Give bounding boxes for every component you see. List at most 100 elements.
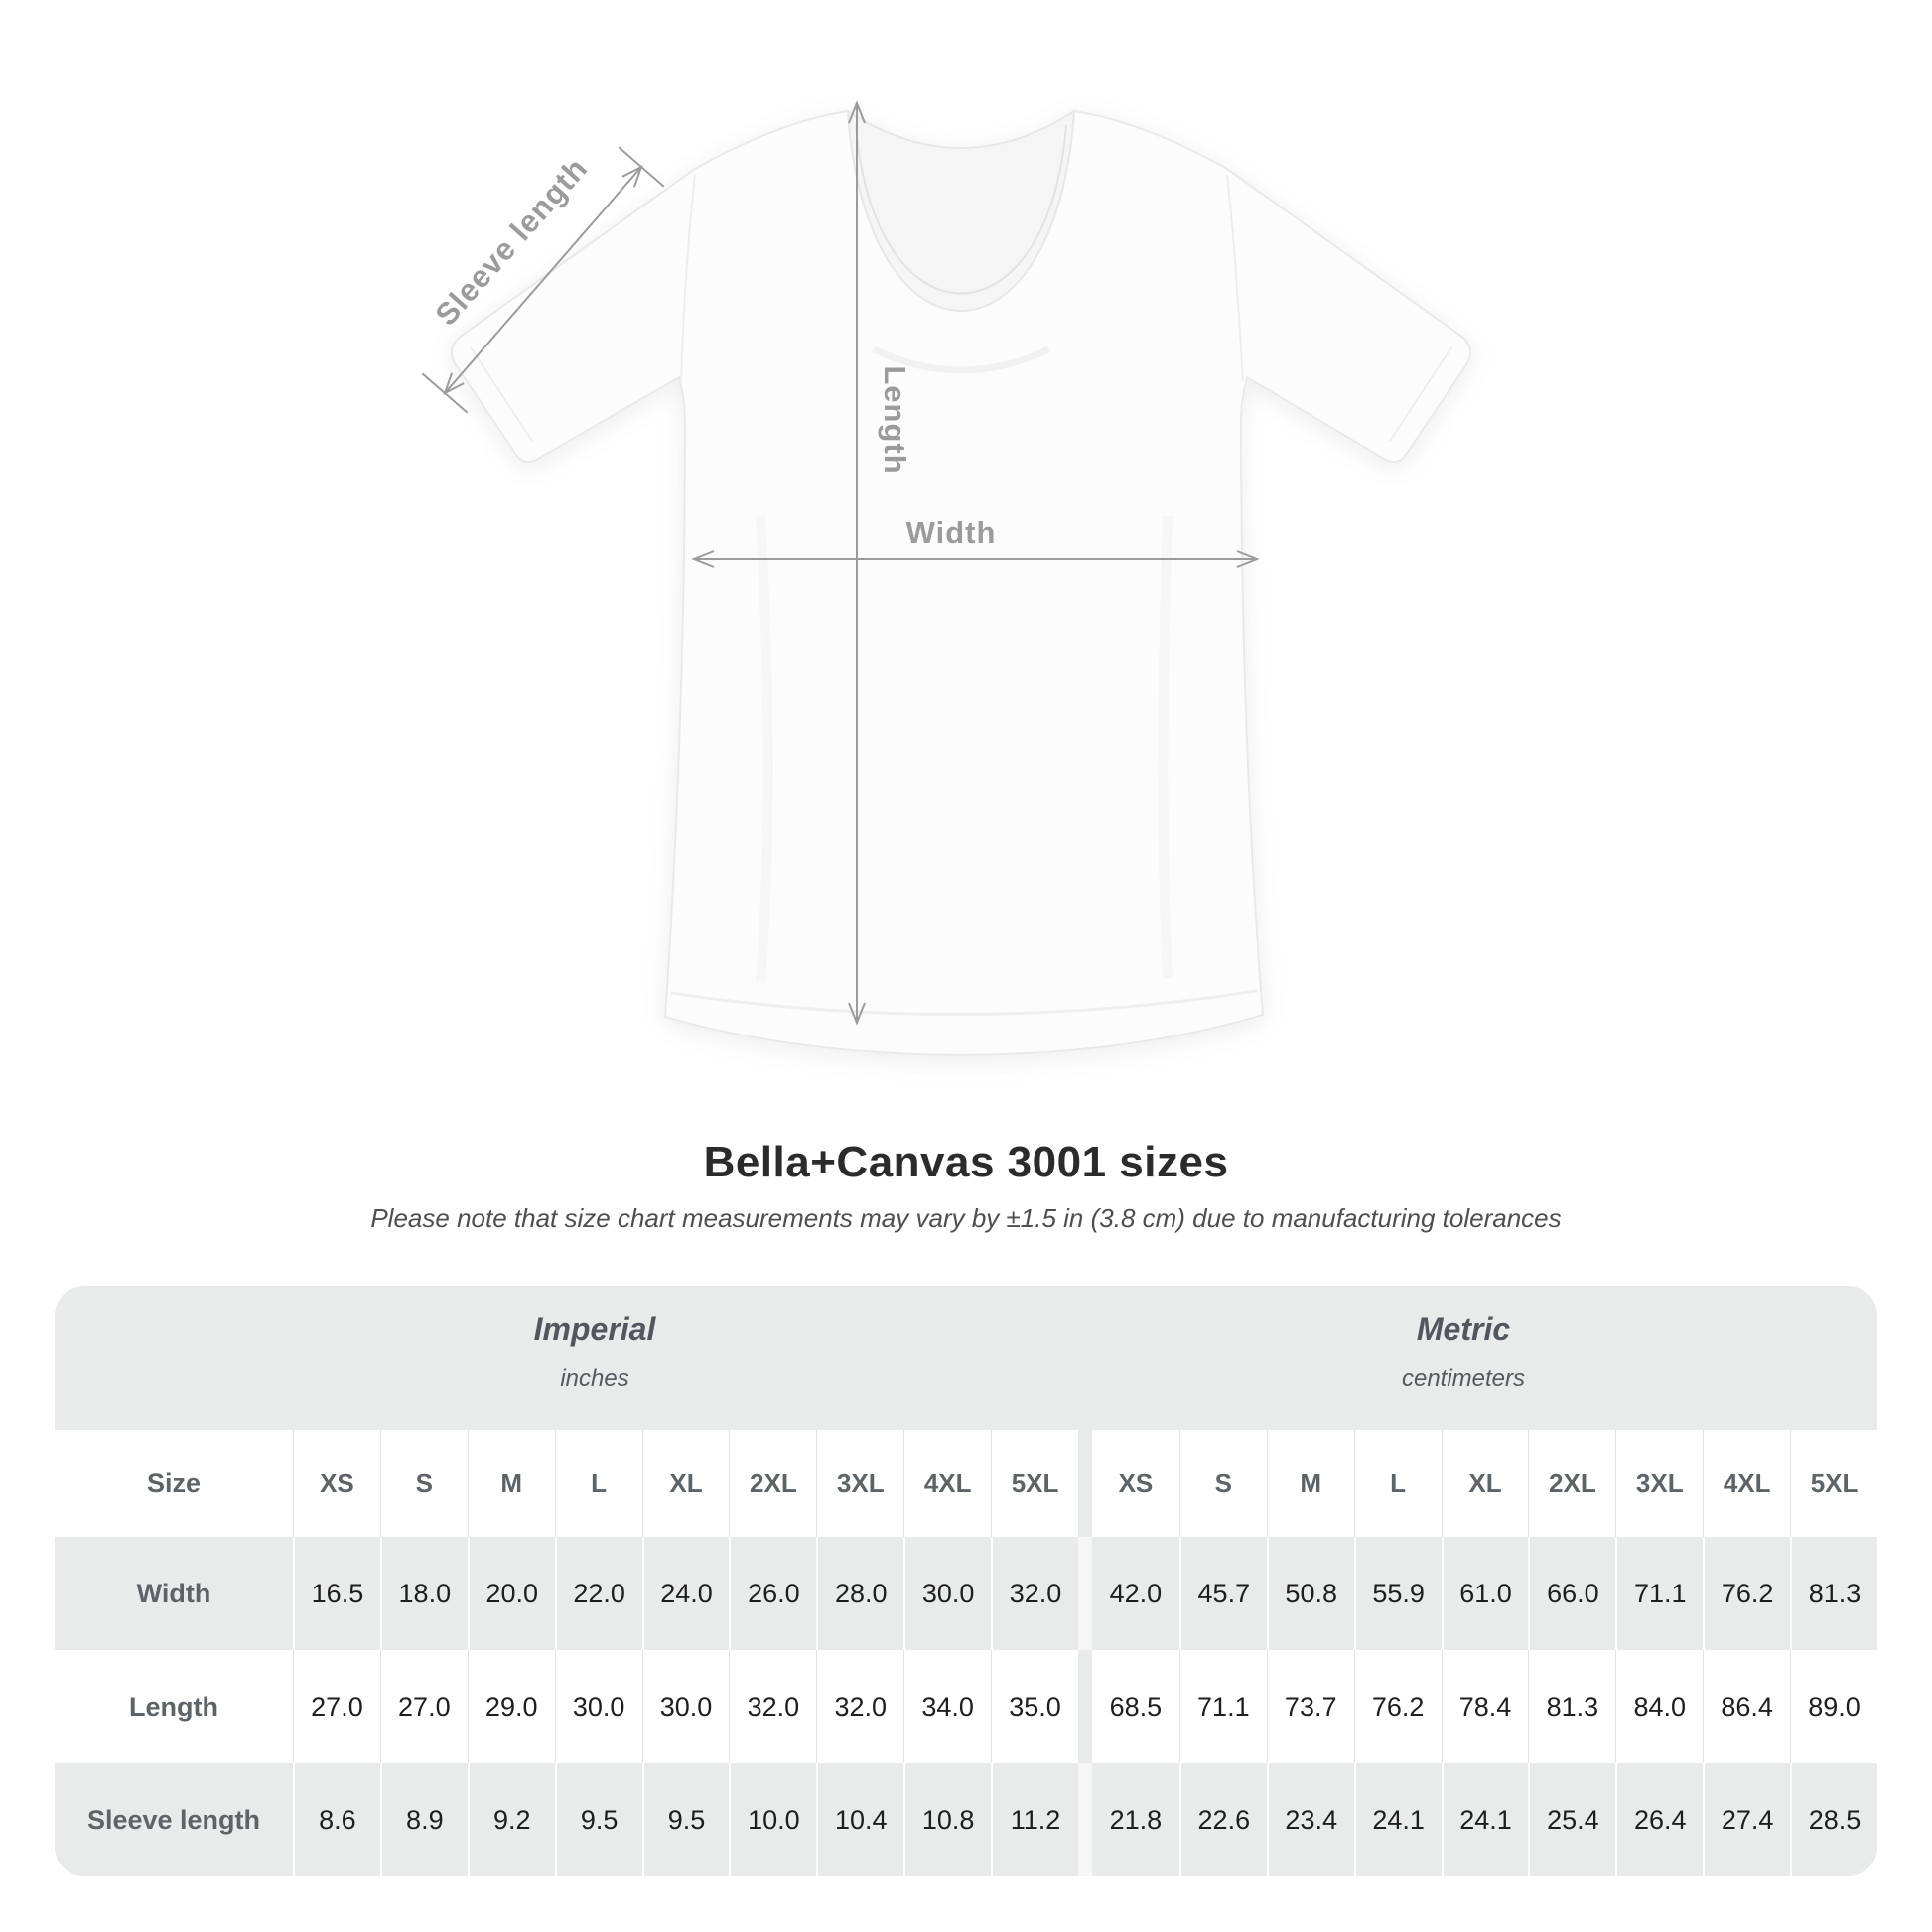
size-column-header: S — [1178, 1430, 1267, 1537]
size-column-header: XL — [1441, 1430, 1529, 1537]
length-dimension-arrow — [848, 100, 866, 1026]
size-column-header: S — [379, 1430, 468, 1537]
width-label: Width — [906, 515, 997, 550]
size-column-header: 2XL — [729, 1430, 816, 1537]
value-cell: 35.0 — [991, 1650, 1078, 1763]
value-cell: 86.4 — [1703, 1650, 1790, 1763]
size-column-header: M — [467, 1430, 555, 1537]
metric-group-unit: centimeters — [1401, 1365, 1526, 1392]
size-column-header: 2XL — [1528, 1430, 1615, 1537]
value-cell: 10.0 — [729, 1763, 816, 1876]
row-label-cell: Length — [129, 1691, 218, 1722]
value-cell: 32.0 — [816, 1650, 903, 1763]
value-cell: 78.4 — [1441, 1650, 1529, 1763]
length-label: Length — [878, 365, 912, 474]
value-cell: 71.1 — [1178, 1650, 1267, 1763]
value-cell: 21.8 — [1109, 1804, 1163, 1835]
value-cell: 66.0 — [1528, 1537, 1615, 1650]
value-cell: 22.6 — [1178, 1763, 1267, 1876]
size-column-header: M — [1266, 1430, 1354, 1537]
size-table-card: Imperial inches Metric centimeters Size X… — [55, 1286, 1877, 1876]
value-cell: 18.0 — [379, 1537, 468, 1650]
size-column-header: L — [1353, 1430, 1442, 1537]
value-cell: 8.6 — [293, 1763, 380, 1876]
value-cell: 73.7 — [1266, 1650, 1354, 1763]
group-gap — [1077, 1763, 1092, 1876]
row-label-cell: Width — [136, 1578, 211, 1608]
value-cell: 26.0 — [729, 1537, 816, 1650]
value-cell: 81.3 — [1790, 1537, 1877, 1650]
value-cell: 20.0 — [467, 1537, 555, 1650]
sleeve-length-dimension-arrow — [421, 146, 665, 414]
imperial-group-unit: inches — [560, 1365, 629, 1392]
size-column-header: 4XL — [1703, 1430, 1790, 1537]
value-cell: 27.4 — [1703, 1763, 1790, 1876]
value-cell: 84.0 — [1615, 1650, 1703, 1763]
size-column-header: 3XL — [1615, 1430, 1703, 1537]
value-cell: 32.0 — [991, 1537, 1078, 1650]
page-subtitle: Please note that size chart measurements… — [370, 1203, 1562, 1233]
table-row-width: Width 16.5 18.0 20.0 22.0 24.0 26.0 28.0 30.0 32.… — [55, 1537, 1877, 1650]
value-cell: 25.4 — [1528, 1763, 1615, 1876]
value-cell: 9.2 — [467, 1763, 555, 1876]
size-column-header: 5XL — [991, 1430, 1078, 1537]
group-gap — [1077, 1537, 1092, 1650]
value-cell: 50.8 — [1266, 1537, 1354, 1650]
value-cell: 16.5 — [293, 1537, 380, 1650]
group-gap — [1077, 1430, 1092, 1537]
value-cell: 89.0 — [1790, 1650, 1877, 1763]
row-label-cell: Sleeve length — [86, 1804, 261, 1835]
value-cell: 10.8 — [903, 1763, 991, 1876]
metric-group-label: Metric — [1416, 1311, 1511, 1347]
value-cell: 55.9 — [1353, 1537, 1442, 1650]
table-body: Width 16.5 18.0 20.0 22.0 24.0 26.0 28.0 30.0 32.… — [55, 1537, 1877, 1876]
size-column-header: L — [554, 1430, 642, 1537]
value-cell: 23.4 — [1266, 1763, 1354, 1876]
width-dimension-arrow — [691, 550, 1260, 568]
size-column-header: XS — [293, 1430, 380, 1537]
value-cell: 28.0 — [816, 1537, 903, 1650]
value-cell: 26.4 — [1615, 1763, 1703, 1876]
value-cell: 30.0 — [554, 1650, 642, 1763]
value-cell: 10.4 — [816, 1763, 903, 1876]
size-header-cell: Size — [146, 1467, 202, 1498]
size-column-header: XL — [641, 1430, 730, 1537]
value-cell: 45.7 — [1178, 1537, 1267, 1650]
size-table: Size XS S M L XL 2XL 3XL 4XL 5XL XS S M L XL 2XL 3XL 4XL 5… — [55, 1430, 1877, 1876]
value-cell: 42.0 — [1109, 1578, 1163, 1608]
value-cell: 27.0 — [293, 1650, 380, 1763]
value-cell: 34.0 — [903, 1650, 991, 1763]
value-cell: 9.5 — [554, 1763, 642, 1876]
value-cell: 76.2 — [1703, 1537, 1790, 1650]
value-cell: 30.0 — [641, 1650, 730, 1763]
value-cell: 24.1 — [1353, 1763, 1442, 1876]
size-column-header: XS — [1118, 1467, 1154, 1498]
value-cell: 28.5 — [1790, 1763, 1877, 1876]
value-cell: 29.0 — [467, 1650, 555, 1763]
imperial-group-label: Imperial — [533, 1311, 656, 1347]
value-cell: 8.9 — [379, 1763, 468, 1876]
value-cell: 61.0 — [1441, 1537, 1529, 1650]
size-column-header: 5XL — [1790, 1430, 1877, 1537]
value-cell: 71.1 — [1615, 1537, 1703, 1650]
value-cell: 68.5 — [1109, 1691, 1163, 1722]
value-cell: 81.3 — [1528, 1650, 1615, 1763]
size-column-header: 4XL — [903, 1430, 991, 1537]
value-cell: 24.1 — [1441, 1763, 1529, 1876]
value-cell: 32.0 — [729, 1650, 816, 1763]
tshirt-graphic — [450, 109, 1472, 1057]
tshirt-measurement-diagram: Sleeve length Length Width — [421, 100, 1472, 1057]
value-cell: 27.0 — [379, 1650, 468, 1763]
value-cell: 9.5 — [641, 1763, 730, 1876]
size-column-header: 3XL — [816, 1430, 903, 1537]
table-row-length: Length 27.0 27.0 29.0 30.0 30.0 32.0 32.0 34.0 35… — [55, 1650, 1877, 1763]
value-cell: 24.0 — [641, 1537, 730, 1650]
table-header-row: Size XS S M L XL 2XL 3XL 4XL 5XL XS S M L XL 2XL 3XL 4XL 5… — [55, 1430, 1877, 1537]
value-cell: 11.2 — [991, 1763, 1078, 1876]
page-title: Bella+Canvas 3001 sizes — [703, 1138, 1229, 1186]
value-cell: 76.2 — [1353, 1650, 1442, 1763]
group-gap — [1077, 1650, 1092, 1763]
value-cell: 22.0 — [554, 1537, 642, 1650]
value-cell: 30.0 — [903, 1537, 991, 1650]
